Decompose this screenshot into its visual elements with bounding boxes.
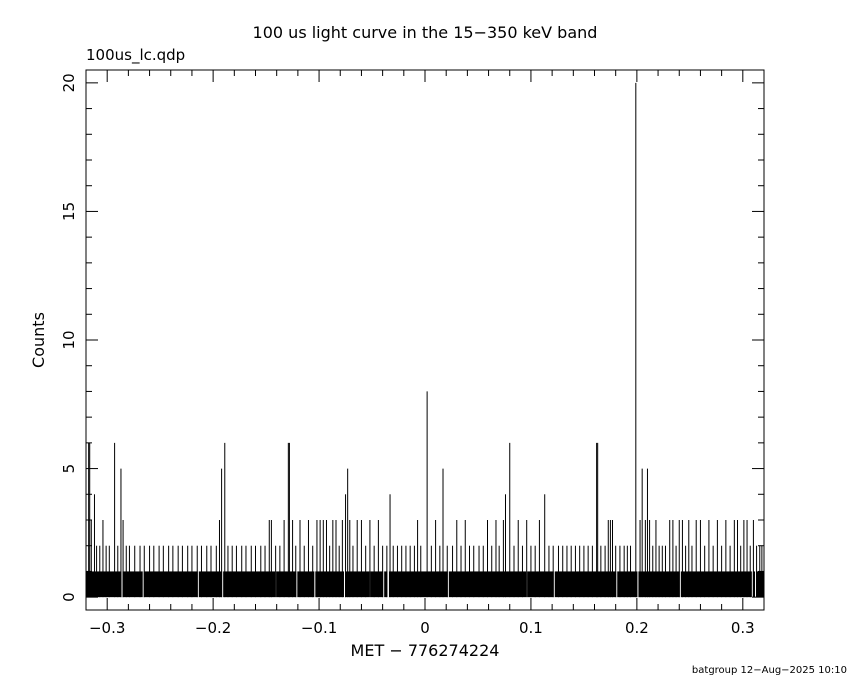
- zero-count-bin: [616, 570, 618, 598]
- x-axis-label: MET − 776274224: [351, 641, 500, 660]
- x-tick-label: −0.1: [301, 619, 337, 637]
- zero-count-bin: [296, 570, 298, 598]
- chart-title: 100 us light curve in the 15−350 keV ban…: [253, 23, 598, 42]
- x-tick-label: 0: [420, 619, 430, 637]
- zero-count-bin: [553, 570, 555, 598]
- zero-count-bin: [447, 570, 449, 598]
- footer-label: batgroup 12−Aug−2025 10:10: [692, 665, 847, 676]
- baseline-counts-bar: [86, 571, 764, 598]
- plot-frame: [85, 69, 765, 611]
- chart-subtitle: 100us_lc.qdp: [86, 46, 185, 65]
- y-tick-label: 15: [60, 202, 78, 221]
- zero-count-bin: [121, 570, 123, 598]
- zero-count-bin: [314, 570, 316, 598]
- tick-labels-layer: −0.3 −0.2 −0.1 0 0.1 0.2 0.3 0 5 10 15 20: [60, 73, 755, 637]
- zero-count-bin: [637, 570, 639, 598]
- ticks-layer: [85, 70, 765, 610]
- zero-count-bin: [197, 570, 199, 598]
- zero-count-bin: [387, 570, 389, 598]
- zero-count-bin: [343, 570, 345, 598]
- y-tick-label: 10: [60, 330, 78, 349]
- zero-count-bin: [222, 570, 224, 598]
- zero-count-bin: [755, 570, 757, 598]
- y-tick-label: 20: [60, 73, 78, 92]
- y-tick-label: 0: [60, 592, 78, 602]
- y-tick-label: 5: [60, 464, 78, 474]
- zero-count-bin: [386, 570, 388, 598]
- zero-count-bin: [679, 570, 681, 598]
- x-tick-label: −0.2: [195, 619, 231, 637]
- x-tick-label: −0.3: [89, 619, 125, 637]
- x-tick-label: 0.3: [731, 619, 755, 637]
- zero-count-bin: [751, 570, 753, 598]
- y-axis-label: Counts: [29, 312, 48, 368]
- x-tick-label: 0.1: [519, 619, 543, 637]
- zero-count-bin: [383, 570, 385, 598]
- bars-layer: [86, 82, 764, 598]
- x-tick-label: 0.2: [625, 619, 649, 637]
- zero-count-bin: [142, 570, 144, 598]
